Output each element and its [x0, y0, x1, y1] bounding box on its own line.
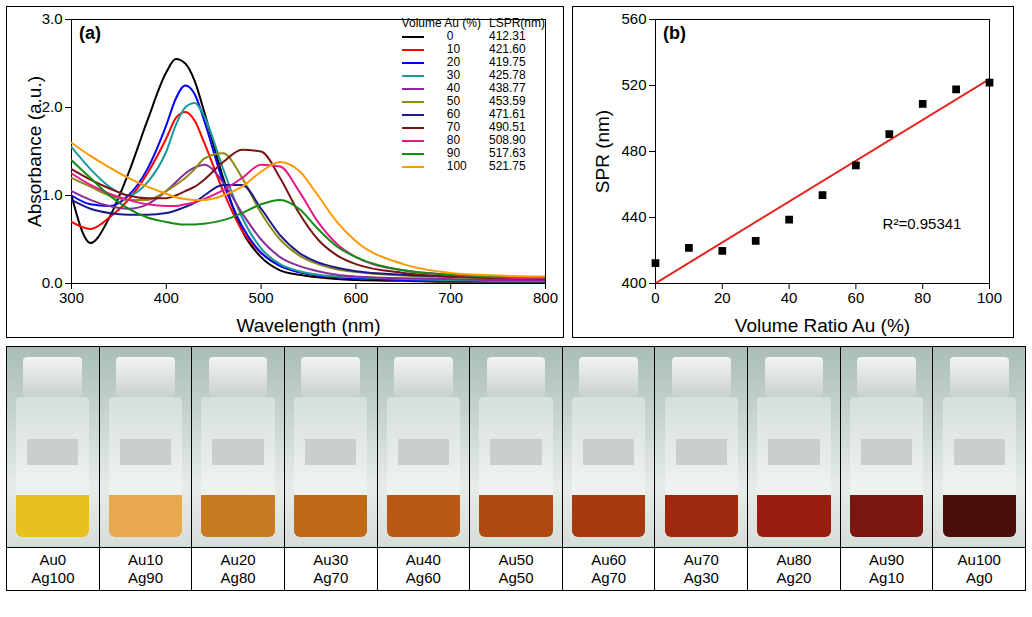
html-text:0: 0	[446, 29, 454, 43]
html-text:508.90: 508.90	[489, 133, 526, 147]
html-text:20: 20	[446, 55, 461, 69]
html-text:(a): (a)	[79, 23, 101, 43]
html-text:80: 80	[446, 133, 461, 147]
svg-text:560: 560	[621, 10, 646, 27]
html-text:Ag50: Ag50	[498, 569, 534, 586]
svg-text:700: 700	[438, 289, 463, 306]
svg-text:600: 600	[343, 289, 368, 306]
html-text:Ag10: Ag10	[869, 569, 905, 586]
html-text:Au0: Au0	[39, 551, 67, 568]
html-text:Au30: Au30	[313, 551, 349, 568]
svg-text:60: 60	[848, 289, 865, 306]
html-text:Au10: Au10	[127, 551, 163, 568]
svg-text:2.0: 2.0	[41, 98, 63, 116]
html-text:517.63: 517.63	[489, 146, 526, 160]
svg-text:R²=0.95341: R²=0.95341	[883, 215, 962, 232]
html-text:471.61: 471.61	[489, 107, 526, 121]
html-text:419.75: 419.75	[489, 55, 526, 69]
html-text:LSPR(nm): LSPR(nm)	[489, 16, 545, 30]
html-text:425.78: 425.78	[489, 68, 526, 82]
svg-text:3.0: 3.0	[42, 10, 63, 27]
svg-text:400: 400	[621, 274, 646, 291]
svg-text:80: 80	[914, 289, 931, 306]
html-text:Ag0: Ag0	[965, 569, 993, 586]
html-text:Ag70: Ag70	[591, 569, 627, 586]
svg-text:480: 480	[621, 142, 646, 159]
svg-text:0: 0	[651, 289, 659, 306]
html-text:521.75: 521.75	[489, 159, 526, 173]
html-text:30: 30	[446, 68, 461, 82]
html-text:Ag30: Ag30	[683, 569, 719, 586]
svg-text:300: 300	[59, 289, 84, 306]
svg-text:440: 440	[621, 208, 646, 225]
html-text:Au40: Au40	[405, 551, 441, 568]
html-text:Ag60: Ag60	[405, 569, 441, 586]
html-text:Ag100: Ag100	[31, 569, 75, 586]
svg-text:800: 800	[533, 289, 558, 306]
html-text:Au80: Au80	[776, 551, 812, 568]
html-text:421.60: 421.60	[489, 42, 526, 56]
svg-text:400: 400	[154, 289, 179, 306]
html-text:40: 40	[446, 81, 461, 95]
html-text:60: 60	[446, 107, 461, 121]
svg-text:1.0: 1.0	[41, 186, 63, 204]
svg-text:0.0: 0.0	[41, 274, 63, 292]
svg-text:520: 520	[621, 76, 646, 93]
html-text:Ag90: Ag90	[127, 569, 163, 586]
svg-text:40: 40	[781, 289, 798, 306]
html-text:10: 10	[446, 42, 461, 56]
html-text:Au50: Au50	[498, 551, 534, 568]
html-text:90: 90	[446, 146, 461, 160]
html-text:(b): (b)	[663, 23, 686, 43]
html-text:Au20: Au20	[220, 551, 256, 568]
html-text:Ag80: Ag80	[220, 569, 256, 586]
html-text:Au100: Au100	[957, 551, 1001, 568]
svg-text:20: 20	[714, 289, 731, 306]
html-text:412.31: 412.31	[489, 29, 526, 43]
html-text:438.77: 438.77	[489, 81, 526, 95]
svg-text:Wavelength (nm): Wavelength (nm)	[237, 315, 381, 336]
html-text:Au60: Au60	[591, 551, 627, 568]
html-text:Ag20: Ag20	[776, 569, 812, 586]
svg-text:100: 100	[977, 289, 1002, 306]
html-text:70: 70	[446, 120, 461, 134]
svg-text:Absorbance (a.u.): Absorbance (a.u.)	[24, 76, 45, 227]
html-text:Au70: Au70	[683, 551, 719, 568]
html-text:Ag70: Ag70	[313, 569, 349, 586]
html-text:100: 100	[446, 159, 467, 173]
html-text:490.51: 490.51	[489, 120, 526, 134]
svg-text:SPR (nm): SPR (nm)	[592, 110, 613, 193]
html-text:Volume Au (%): Volume Au (%)	[401, 16, 481, 30]
html-text:50: 50	[446, 94, 461, 108]
html-text:453.59: 453.59	[489, 94, 526, 108]
html-text:Au90: Au90	[869, 551, 905, 568]
svg-text:500: 500	[249, 289, 274, 306]
svg-text:Volume Ratio Au (%): Volume Ratio Au (%)	[735, 315, 910, 336]
